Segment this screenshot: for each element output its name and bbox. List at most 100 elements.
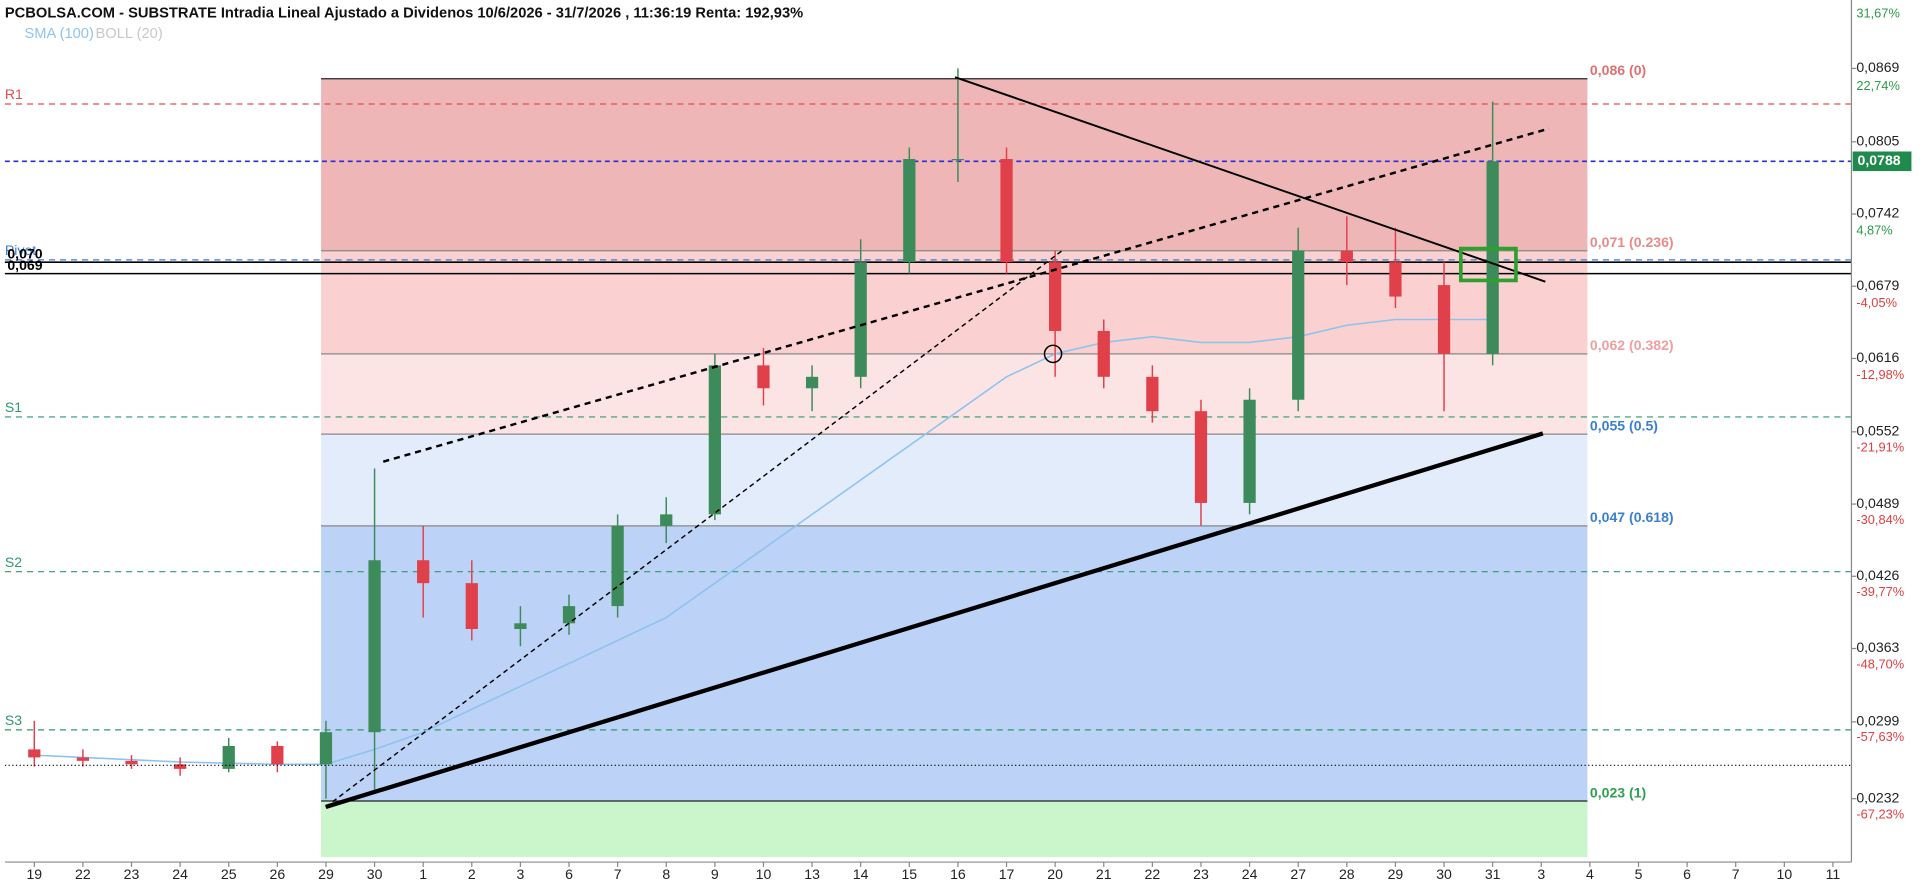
candle-body (1437, 285, 1451, 354)
y-tick-label: 0,0679 (1856, 277, 1899, 293)
candle-body (465, 583, 478, 630)
price-line-label: 0,069 (7, 257, 42, 273)
candle-body (1049, 262, 1062, 331)
x-tick-label: 10 (1776, 866, 1792, 882)
x-tick-label: 21 (1096, 866, 1112, 882)
x-tick-label: 27 (1290, 866, 1306, 882)
y2-tick-label: -67,23% (1856, 807, 1904, 822)
candle-body (1146, 376, 1159, 412)
last-price-tag (1852, 151, 1912, 172)
fib-label: 0,055 (0.5) (1590, 418, 1658, 434)
pivot-label: S3 (5, 712, 22, 728)
x-tick-label: 23 (124, 866, 140, 882)
x-tick-label: 3 (516, 866, 524, 882)
y-tick-label: 0,0869 (1856, 59, 1899, 75)
x-tick-label: 1 (419, 866, 427, 882)
pivot-label: Pivot (5, 242, 36, 258)
x-tick-label: 2 (468, 866, 476, 882)
last-price-label: 0,0788 (1858, 152, 1901, 168)
x-tick-label: 31 (1485, 866, 1501, 882)
candle-body (1292, 250, 1305, 400)
fib-zone (321, 250, 1588, 354)
x-tick-label: 25 (221, 866, 237, 882)
x-tick-label: 14 (853, 866, 869, 882)
x-tick-label: 24 (172, 866, 188, 882)
marker-circle (1043, 344, 1063, 364)
y2-tick-label: -12,98% (1856, 367, 1904, 382)
y-tick-label: 0,0805 (1856, 133, 1899, 149)
y2-tick-label: -48,70% (1856, 657, 1904, 672)
y-tick-label: 0,0426 (1856, 567, 1899, 583)
x-tick-label: 11 (1826, 866, 1841, 882)
x-tick-label: 15 (901, 866, 917, 882)
y2-tick-label: 4,87% (1856, 223, 1892, 238)
candle-body (368, 560, 381, 733)
candle-body (660, 514, 673, 526)
fib-zones (321, 78, 1588, 858)
candle-body (28, 749, 41, 758)
candle-body (417, 560, 430, 584)
candle-body (854, 262, 867, 377)
fib-zone (321, 434, 1588, 526)
trend-line (325, 431, 1544, 809)
x-tick-label: 16 (950, 866, 966, 882)
trend-line (382, 127, 1550, 463)
x-tick-label: 4 (1586, 866, 1594, 882)
y2-tick-label: 31,67% (1856, 6, 1900, 21)
candle-body (1486, 161, 1499, 354)
title-bg (0, 3, 784, 24)
candle-body (1194, 411, 1208, 503)
x-tick-label: 22 (1145, 866, 1161, 882)
candle-body (222, 745, 235, 769)
candle-body (611, 525, 624, 607)
levels (4, 78, 1852, 802)
trend-line (954, 76, 1546, 283)
candle-body (319, 732, 333, 765)
y-tick-label: 0,0742 (1856, 205, 1899, 221)
fib-label: 0,023 (1) (1590, 784, 1646, 800)
x-tick-label: 26 (270, 866, 286, 882)
price-line-label: 0,070 (7, 246, 42, 262)
candle-body (757, 365, 770, 389)
y-tick-label: 0,0552 (1856, 423, 1899, 439)
x-tick-label: 7 (614, 866, 622, 882)
candle-body (951, 158, 965, 161)
x-tick-label: 13 (804, 866, 820, 882)
fib-label: 0,062 (0.382) (1590, 337, 1674, 353)
x-tick-label: 28 (1339, 866, 1355, 882)
candle-body (805, 376, 819, 389)
x-tick-label: 30 (367, 866, 383, 882)
y2-tick-label: -4,05% (1856, 295, 1897, 310)
legend-boll: BOLL (20) (96, 26, 163, 42)
fib-label: 0,047 (0.618) (1590, 509, 1674, 525)
y2-tick-label: -30,84% (1856, 512, 1904, 527)
candle-body (125, 760, 138, 765)
candle-body (514, 623, 527, 630)
drawings (4, 76, 1852, 809)
candle-body (76, 757, 90, 761)
y-tick-label: 0,0489 (1856, 495, 1899, 511)
candle-body (562, 606, 576, 624)
x-tick-label: 6 (565, 866, 573, 882)
fib-label: 0,086 (0) (1590, 62, 1646, 78)
x-tick-label: 24 (1242, 866, 1258, 882)
x-tick-label: 20 (1047, 866, 1063, 882)
fib-zone (321, 353, 1588, 435)
candle-body (903, 158, 916, 263)
pivot-label: S2 (5, 554, 22, 570)
y-tick-label: 0,0232 (1856, 789, 1899, 805)
fib-zone (321, 78, 1588, 251)
candle-body (174, 764, 187, 769)
x-tick-label: 9 (711, 866, 719, 882)
pivot-label: S1 (5, 399, 22, 415)
x-tick-label: 29 (1388, 866, 1404, 882)
x-tick-label: 10 (756, 866, 772, 882)
chart-title: PCBOLSA.COM - SUBSTRATE Intradia Lineal … (5, 5, 803, 21)
y-tick-label: 0,0616 (1856, 349, 1899, 365)
x-tick-label: 19 (26, 866, 42, 882)
fib-label: 0,071 (0.236) (1590, 234, 1674, 250)
fib-zone (321, 800, 1588, 858)
legend-sma: SMA (100) (24, 26, 93, 42)
x-tick-label: 30 (1436, 866, 1452, 882)
y2-tick-label: -39,77% (1856, 584, 1904, 599)
